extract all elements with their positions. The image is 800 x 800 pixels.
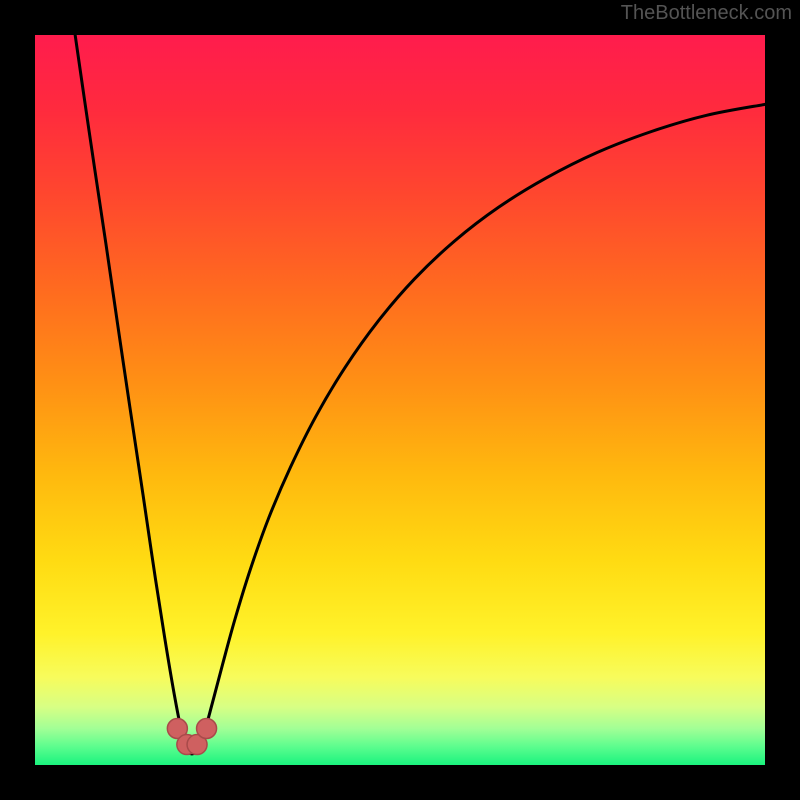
chart-svg	[0, 0, 800, 800]
chart-stage: TheBottleneck.com	[0, 0, 800, 800]
watermark-text: TheBottleneck.com	[621, 2, 792, 25]
trough-marker	[197, 719, 217, 739]
